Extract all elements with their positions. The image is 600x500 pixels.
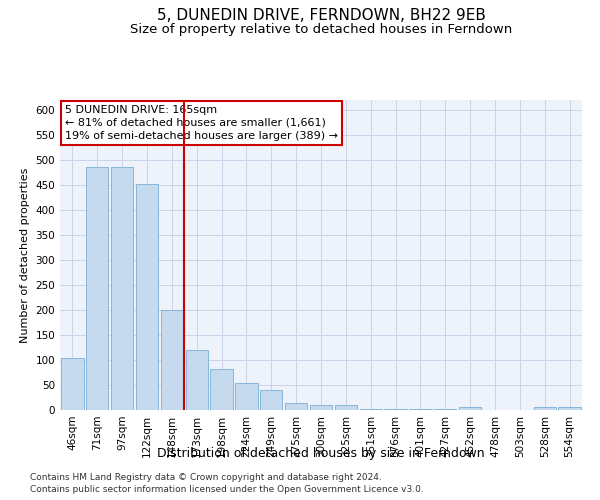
- Bar: [61, 358, 83, 410]
- Bar: [285, 403, 307, 410]
- Bar: [434, 409, 457, 410]
- Text: Contains HM Land Registry data © Crown copyright and database right 2024.: Contains HM Land Registry data © Crown c…: [30, 472, 382, 482]
- Text: Distribution of detached houses by size in Ferndown: Distribution of detached houses by size …: [157, 448, 485, 460]
- Y-axis label: Number of detached properties: Number of detached properties: [20, 168, 30, 342]
- Bar: [335, 405, 357, 410]
- Bar: [136, 184, 158, 410]
- Bar: [161, 310, 183, 410]
- Text: 5 DUNEDIN DRIVE: 165sqm
← 81% of detached houses are smaller (1,661)
19% of semi: 5 DUNEDIN DRIVE: 165sqm ← 81% of detache…: [65, 104, 338, 141]
- Bar: [359, 409, 382, 410]
- Text: Contains public sector information licensed under the Open Government Licence v3: Contains public sector information licen…: [30, 485, 424, 494]
- Bar: [185, 350, 208, 410]
- Bar: [409, 409, 431, 410]
- Text: 5, DUNEDIN DRIVE, FERNDOWN, BH22 9EB: 5, DUNEDIN DRIVE, FERNDOWN, BH22 9EB: [157, 8, 485, 22]
- Bar: [533, 407, 556, 410]
- Bar: [235, 382, 257, 410]
- Bar: [86, 166, 109, 410]
- Bar: [310, 405, 332, 410]
- Bar: [385, 409, 407, 410]
- Bar: [211, 369, 233, 410]
- Text: Size of property relative to detached houses in Ferndown: Size of property relative to detached ho…: [130, 22, 512, 36]
- Bar: [459, 407, 481, 410]
- Bar: [111, 166, 133, 410]
- Bar: [260, 390, 283, 410]
- Bar: [559, 407, 581, 410]
